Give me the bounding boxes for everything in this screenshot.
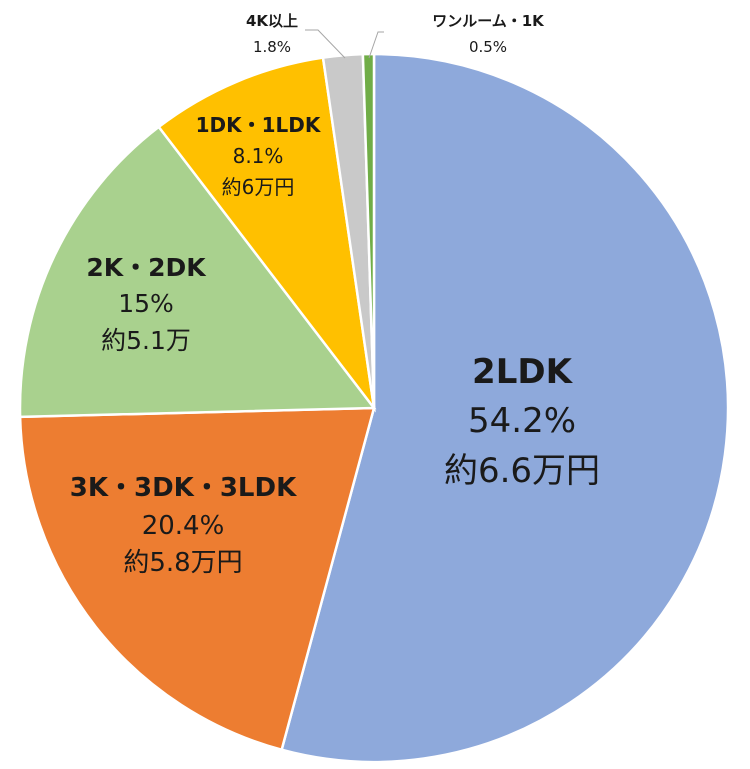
leader-line-one-room — [368, 31, 384, 59]
slice-name: 3K・3DK・3LDK — [69, 473, 297, 503]
label-4k-plus: 4K以上 1.8% — [246, 8, 298, 61]
slice-name: ワンルーム・1K — [432, 12, 544, 30]
leader-line-4k — [305, 29, 346, 59]
slice-name: 4K以上 — [245, 12, 299, 30]
slice-price: 約6.6万円 — [443, 450, 601, 491]
label-one-room-1k: ワンルーム・1K 0.5% — [432, 8, 544, 61]
slice-price: 約5.1万 — [101, 325, 191, 355]
slice-percent: 15% — [118, 289, 174, 319]
slice-percent: 8.1% — [232, 144, 284, 168]
pie-slice-0 — [280, 52, 730, 764]
slice-percent: 54.2% — [467, 401, 577, 442]
slice-price: 約5.8万円 — [123, 548, 243, 579]
slice-percent: 20.4% — [141, 510, 225, 541]
slice-name: 2LDK — [472, 352, 572, 392]
label-3k-3dk-3ldk: 3K・3DK・3LDK 20.4% 約5.8万円 — [70, 470, 296, 583]
pie-slice-2 — [18, 125, 377, 419]
pie-slice-5 — [361, 52, 376, 409]
pie-slice-1 — [18, 406, 376, 752]
slice-percent: 1.8% — [252, 38, 292, 57]
slice-name: 1DK・1LDK — [195, 113, 321, 137]
pie-slice-3 — [157, 56, 376, 413]
label-1dk-1ldk: 1DK・1LDK 8.1% 約6万円 — [196, 110, 321, 203]
slice-price: 約6万円 — [221, 175, 295, 199]
label-2ldk: 2LDK 54.2% 約6.6万円 — [444, 348, 600, 496]
slice-name: 2K・2DK — [86, 253, 206, 282]
label-2k-2dk: 2K・2DK 15% 約5.1万 — [86, 250, 205, 359]
slice-percent: 0.5% — [468, 38, 508, 57]
